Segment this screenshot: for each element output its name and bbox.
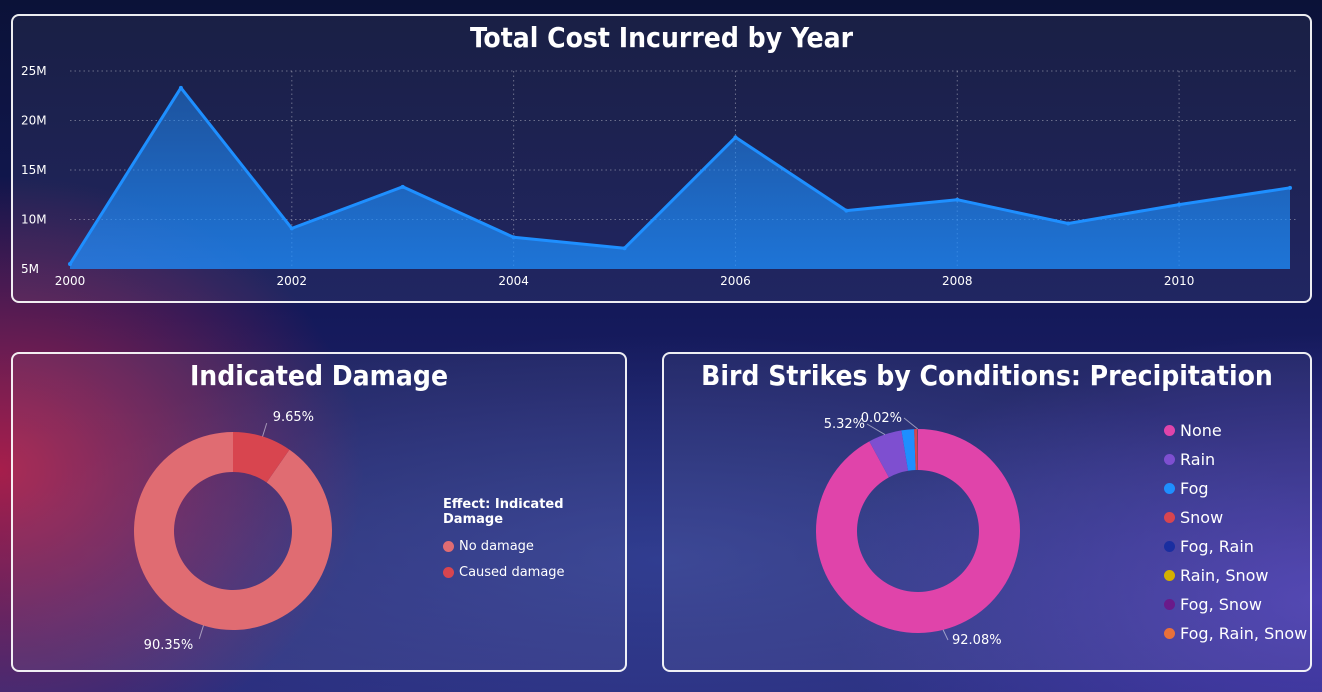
slice-value-label: 5.32% [824,417,865,432]
y-tick-label: 10M [21,213,47,227]
legend-item-rain-snow[interactable]: Rain, Snow [1164,561,1307,590]
legend-swatch [1164,599,1175,610]
legend-swatch [443,540,454,552]
legend-label: Fog [1180,479,1209,498]
precipitation-chart-title: Bird Strikes by Conditions: Precipitatio… [701,359,1273,392]
legend-label: Fog, Snow [1180,595,1262,614]
legend-label: None [1180,421,1222,440]
x-tick-label: 2004 [498,274,529,288]
legend-item-fog-rain-snow[interactable]: Fog, Rain, Snow [1164,619,1307,648]
legend-item-none[interactable]: None [1164,416,1307,445]
precipitation-legend: None Rain Fog Snow Fog, Rain Rain, Snow Fog, S… [1164,416,1307,648]
data-point [844,208,849,213]
damage-legend-title: Effect: Indicated Damage [443,497,564,527]
legend-swatch [443,566,454,578]
legend-label: No damage [459,538,534,554]
legend-swatch [1164,541,1175,552]
legend-label: Fog, Rain [1180,537,1254,556]
data-point [1288,185,1292,190]
damage-slice-0 [134,432,332,630]
legend-swatch [1164,570,1175,581]
cost-by-year-panel: Total Cost Incurred by Year 5M 10M 15M 20M 2… [11,14,1312,303]
y-tick-label: 5M [21,262,39,276]
legend-label: Rain [1180,450,1216,469]
y-tick-label: 20M [21,114,47,128]
slice-value-label: 0.02% [861,411,902,426]
precipitation-donut-chart[interactable]: 92.08% 5.32%0.02% [664,354,1310,670]
data-point [178,85,183,90]
leader-line [942,629,949,641]
legend-item-snow[interactable]: Snow [1164,503,1307,532]
leader-line [866,423,886,435]
legend-item-fog-snow[interactable]: Fog, Snow [1164,590,1307,619]
slice-value-label: 92.08% [952,633,1002,648]
leader-line [903,417,919,430]
leader-line [262,423,268,437]
cost-chart-title: Total Cost Incurred by Year [469,21,854,54]
cost-line [68,86,1291,265]
data-point [955,197,960,202]
precip-slice-0 [816,429,1020,633]
x-tick-label: 2008 [942,274,973,288]
x-tick-label: 2010 [1164,274,1195,288]
legend-item-fog[interactable]: Fog [1164,474,1307,503]
y-tick-label: 25M [21,64,47,78]
legend-item-no-damage[interactable]: No damage [443,533,625,559]
data-point [511,235,516,240]
legend-item-caused-damage[interactable]: Caused damage [443,559,625,585]
legend-label: Caused damage [459,564,565,580]
data-point [733,135,738,140]
x-tick-label: 2002 [277,274,308,288]
precipitation-panel: Bird Strikes by Conditions: Precipitatio… [662,352,1312,672]
x-tick-label: 2006 [720,274,751,288]
data-point [68,262,72,267]
data-point [289,226,294,231]
legend-swatch [1164,512,1175,523]
data-point [400,184,405,189]
precip-slice-3 [914,429,918,471]
y-tick-label: 15M [21,163,47,177]
data-point [1066,221,1071,226]
legend-swatch [1164,483,1175,494]
legend-swatch [1164,425,1175,436]
damage-slice-1 [233,432,290,483]
slice-value-label: 9.65% [273,410,314,425]
legend-swatch [1164,628,1175,639]
legend-label: Snow [1180,508,1224,527]
legend-label: Fog, Rain, Snow [1180,624,1308,643]
leader-line [198,625,204,639]
damage-chart-title: Indicated Damage [189,359,449,392]
precip-slice-1 [869,430,909,478]
data-point [1177,202,1182,207]
cost-area [70,87,1290,269]
slice-value-label: 90.35% [144,638,194,653]
legend-item-fog-rain[interactable]: Fog, Rain [1164,532,1307,561]
damage-legend: Effect: Indicated Damage No damage Cause… [443,497,625,585]
damage-donut-chart[interactable]: 90.35% 9.65% [13,354,625,670]
x-tick-label: 2000 [55,274,86,288]
indicated-damage-panel: Indicated Damage 90.35% 9.65% Effect: Ind… [11,352,627,672]
precip-slice-2 [901,429,916,471]
legend-label: Rain, Snow [1180,566,1269,585]
legend-item-rain[interactable]: Rain [1164,445,1307,474]
legend-swatch [1164,454,1175,465]
data-point [622,246,627,251]
cost-chart[interactable]: 5M 10M 15M 20M 25M 2000 2002 2004 2006 2008 2010 [13,16,1310,301]
